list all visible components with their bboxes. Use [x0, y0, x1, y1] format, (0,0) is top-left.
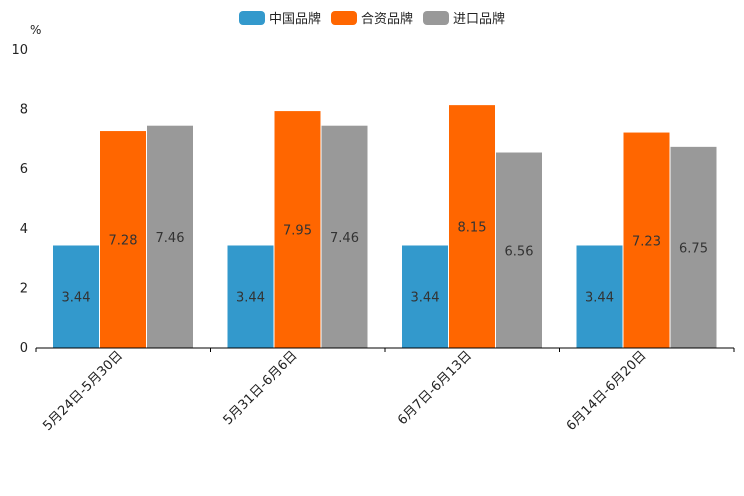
bar-1-0[interactable]	[100, 131, 146, 348]
legend-item-imported-brand[interactable]: 进口品牌	[423, 8, 505, 27]
legend-label-china-brand: 中国品牌	[268, 12, 321, 27]
bar-1-2[interactable]	[449, 105, 495, 348]
bar-2-3[interactable]	[670, 146, 717, 348]
legend: 中国品牌 合资品牌 进口品牌	[0, 8, 744, 27]
x-tick-label: 6月7日-6月13日	[395, 348, 475, 428]
y-tick-label: 2	[20, 281, 28, 296]
bar-2-2[interactable]	[496, 152, 542, 348]
bar-2-1[interactable]	[321, 125, 368, 348]
data-label: 7.23	[632, 234, 661, 249]
legend-swatch-joint-venture-brand	[330, 10, 357, 25]
data-label: 3.44	[62, 291, 91, 306]
legend-swatch-imported-brand	[423, 10, 449, 25]
bars: 3.44 7.28 7.46 3.44 7.95 7.46 3.44 8.15 6.56 3.44…	[53, 105, 717, 348]
bar-1-1[interactable]	[274, 111, 321, 348]
data-label: 8.15	[458, 221, 487, 236]
x-tick-label: 5月24日-5月30日	[40, 348, 126, 434]
y-axis: 0 2 4 6 8 10	[11, 43, 28, 356]
legend-label-imported-brand: 进口品牌	[453, 12, 506, 27]
x-axis: 5月24日-5月30日 5月31日-6月6日 6月7日-6月13日 6月14日-6月2…	[35, 347, 735, 434]
data-label: 3.44	[411, 291, 440, 306]
y-tick-label: 6	[20, 162, 28, 177]
y-tick-label: 8	[20, 103, 28, 118]
data-label: 3.44	[585, 291, 614, 306]
data-label: 7.28	[109, 234, 138, 249]
data-label: 6.75	[679, 241, 708, 256]
x-tick-label: 5月31日-6月6日	[221, 348, 301, 428]
legend-swatch-china-brand	[238, 10, 265, 25]
legend-item-joint-venture-brand[interactable]: 合资品牌	[330, 8, 413, 27]
data-label: 6.56	[505, 244, 534, 259]
bar-0-0[interactable]	[53, 245, 99, 348]
data-label: 7.46	[330, 231, 359, 246]
data-label: 3.44	[236, 291, 265, 306]
bar-0-3[interactable]	[576, 245, 623, 348]
legend-item-china-brand[interactable]: 中国品牌	[238, 8, 321, 27]
data-label: 7.46	[156, 231, 185, 246]
x-tick-label: 6月14日-6月20日	[564, 348, 650, 434]
y-tick-label: 10	[11, 43, 28, 58]
bar-0-1[interactable]	[227, 245, 274, 348]
legend-label-joint-venture-brand: 合资品牌	[360, 12, 413, 27]
bar-0-2[interactable]	[402, 245, 448, 348]
data-label: 7.95	[283, 224, 312, 239]
bar-2-0[interactable]	[147, 125, 193, 348]
y-tick-label: 4	[20, 222, 28, 237]
y-unit-label: %	[30, 23, 41, 37]
y-tick-label: 0	[20, 341, 28, 356]
bar-1-3[interactable]	[623, 132, 670, 348]
